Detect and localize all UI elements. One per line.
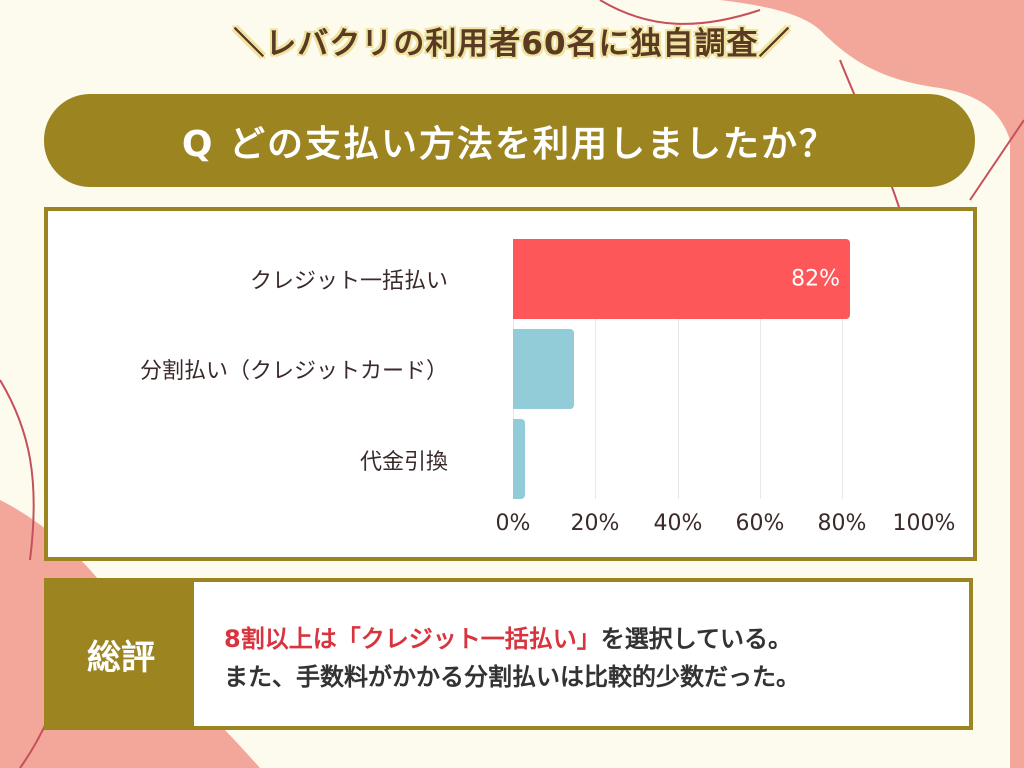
summary-label: 総評 xyxy=(48,582,194,726)
bar-value-label: 82% xyxy=(791,266,840,292)
x-tick: 60% xyxy=(735,511,785,536)
bar-credit-lump-sum: 82% xyxy=(513,239,850,319)
bar-installment xyxy=(513,329,574,409)
bar-cash-on-delivery xyxy=(513,419,525,499)
category-label: クレジット一括払い xyxy=(249,269,448,294)
summary-highlight: 8割以上は「クレジット一括払い」 xyxy=(224,625,601,653)
question-text: Q どの支払い方法を利用しましたか？ xyxy=(181,123,838,165)
x-tick: 20% xyxy=(570,511,620,536)
x-tick: 0% xyxy=(495,511,531,536)
x-tick: 100% xyxy=(892,511,956,536)
summary-box: 総評 8割以上は「クレジット一括払い」を選択している。 また、手数料がかかる分割… xyxy=(44,578,973,730)
category-label: 代金引換 xyxy=(359,450,448,475)
summary-line2: また、手数料がかかる分割払いは比較的少数だった。 xyxy=(224,663,800,691)
gridline-40 xyxy=(678,239,679,499)
gridline-80 xyxy=(842,239,843,499)
summary-text: 8割以上は「クレジット一括払い」を選択している。 また、手数料がかかる分割払いは… xyxy=(224,620,800,696)
x-tick: 40% xyxy=(653,511,703,536)
survey-title: ＼レバクリの利用者60名に独自調査／ xyxy=(233,26,791,62)
gridline-60 xyxy=(760,239,761,499)
bar-chart: クレジット一括払い 分割払い（クレジットカード） 代金引換 82% 0% 20%… xyxy=(44,207,977,561)
question-banner: Q どの支払い方法を利用しましたか？ xyxy=(44,94,975,187)
gridline-20 xyxy=(595,239,596,499)
x-tick: 80% xyxy=(817,511,867,536)
category-label: 分割払い（クレジットカード） xyxy=(139,359,448,384)
summary-line1-rest: を選択している。 xyxy=(600,625,792,653)
